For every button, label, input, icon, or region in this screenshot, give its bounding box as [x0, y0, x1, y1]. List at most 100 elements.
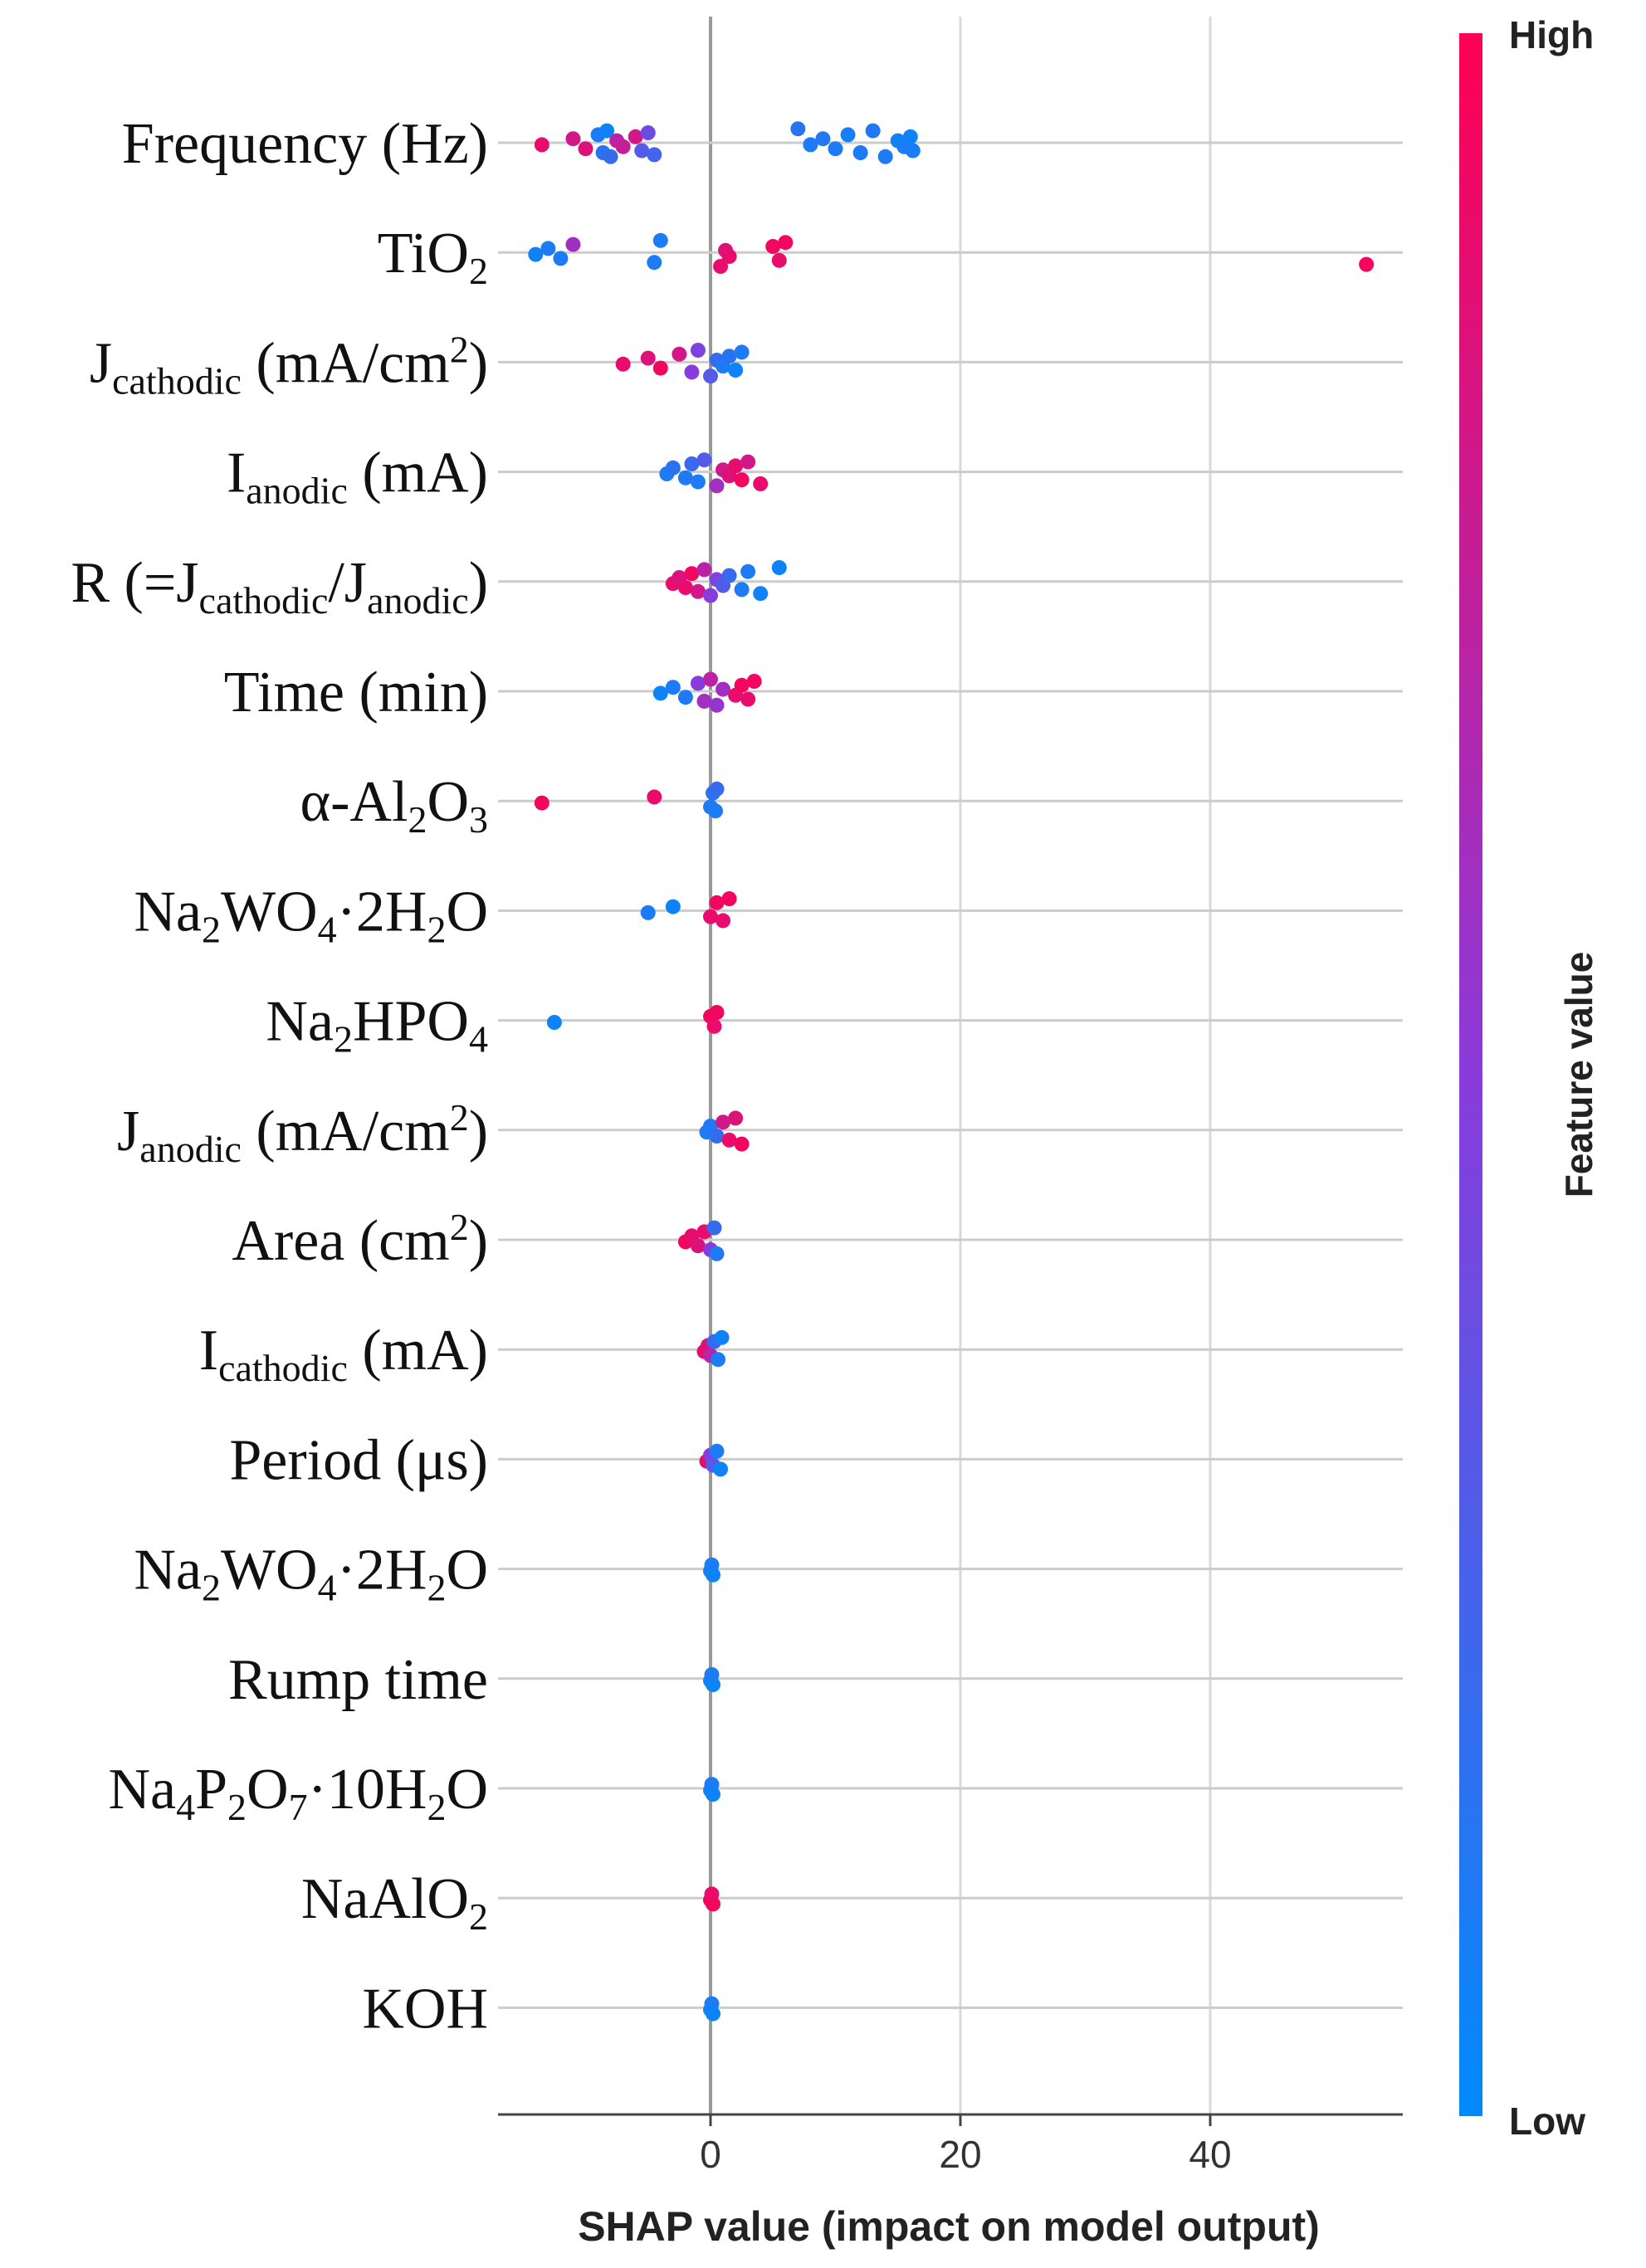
feature-label: Jcathodic (mA/cm2) — [90, 328, 488, 402]
feature-row-lines — [498, 141, 1403, 2009]
shap-point — [565, 237, 581, 252]
shap-point — [690, 1238, 706, 1254]
shap-point — [716, 1114, 731, 1130]
vertical-gridlines — [709, 17, 1212, 2114]
shap-point — [740, 563, 756, 579]
shap-point — [713, 1461, 729, 1477]
shap-point — [615, 139, 631, 154]
shap-point — [565, 131, 581, 147]
shap-point — [703, 671, 718, 687]
shap-point — [706, 1677, 721, 1692]
shap-point — [690, 583, 706, 599]
shap-point — [734, 582, 750, 597]
shap-point — [771, 252, 787, 268]
shap-point — [1359, 256, 1375, 272]
shap-point — [865, 123, 881, 139]
shap-point — [672, 346, 687, 362]
shap-point — [690, 343, 706, 358]
feature-label: Na2WO4·2H2O — [134, 880, 488, 950]
shap-point — [652, 232, 668, 248]
x-tick-label: 40 — [1189, 2133, 1231, 2176]
shap-point — [765, 239, 781, 254]
shap-point — [665, 899, 681, 915]
shap-point — [652, 360, 668, 376]
shap-point — [706, 2006, 721, 2022]
feature-label: NaAlO2 — [301, 1867, 488, 1938]
shap-point — [734, 1136, 750, 1152]
shap-point — [746, 674, 762, 689]
shap-point — [711, 1352, 726, 1368]
shap-point — [721, 349, 737, 364]
shap-point — [716, 681, 731, 697]
shap-point — [706, 1018, 722, 1034]
shap-point — [647, 147, 662, 163]
shap-point — [721, 891, 737, 906]
shap-point — [716, 913, 731, 929]
shap-point — [753, 476, 769, 491]
x-axis-title: SHAP value (impact on model output) — [578, 2203, 1320, 2250]
feature-label: Time (min) — [224, 661, 488, 724]
shap-point — [721, 568, 737, 583]
x-axis: 0 20 40 — [498, 2113, 1403, 2176]
shap-point — [877, 149, 893, 164]
feature-label: Na2WO4·2H2O — [134, 1539, 488, 1609]
shap-point — [677, 470, 693, 485]
shap-point — [628, 129, 643, 144]
shap-point — [599, 123, 615, 139]
colorbar-gradient — [1459, 33, 1482, 2116]
shap-point — [553, 251, 569, 266]
shap-point — [709, 697, 725, 713]
colorbar: High Low Feature value — [1459, 13, 1600, 2143]
shap-point — [721, 249, 737, 264]
shap-point — [740, 691, 756, 707]
shap-point — [665, 460, 681, 476]
shap-points — [528, 121, 1375, 2022]
x-tick-label: 20 — [939, 2133, 981, 2176]
shap-point — [771, 560, 787, 575]
feature-label: Janodic (mA/cm2) — [117, 1096, 488, 1170]
shap-point — [706, 1567, 721, 1583]
shap-point — [815, 131, 831, 147]
shap-point — [709, 478, 725, 494]
shap-point — [706, 1787, 721, 1802]
shap-point — [852, 145, 868, 160]
colorbar-high-label: High — [1509, 13, 1594, 56]
feature-label: KOH — [362, 1977, 488, 2041]
shap-point — [677, 580, 693, 595]
shap-point — [578, 141, 593, 157]
colorbar-title: Feature value — [1557, 952, 1600, 1198]
shap-point — [803, 137, 818, 153]
shap-point — [684, 364, 700, 380]
shap-point — [696, 562, 712, 578]
shap-point — [753, 586, 769, 602]
shap-point — [709, 781, 725, 797]
shap-point — [677, 690, 693, 705]
shap-point — [534, 795, 549, 811]
shap-point — [709, 895, 725, 910]
feature-labels: Frequency (Hz) TiO2 Jcathodic (mA/cm2) Iano… — [71, 112, 488, 2041]
feature-label: Area (cm2) — [232, 1206, 488, 1273]
feature-label: Ianodic (mA) — [227, 441, 488, 512]
feature-label: Na4P2O7·10H2O — [108, 1758, 488, 1828]
shap-point — [652, 685, 668, 701]
shap-point — [603, 149, 618, 164]
feature-label: TiO2 — [378, 222, 488, 292]
feature-label: Frequency (Hz) — [122, 112, 488, 176]
shap-point — [696, 452, 712, 468]
shap-point — [690, 676, 706, 691]
shap-point — [734, 344, 750, 360]
shap-point — [728, 1110, 744, 1126]
shap-point — [640, 905, 656, 920]
feature-label: α-Al2O3 — [300, 770, 488, 841]
shap-point — [713, 259, 729, 274]
shap-point — [546, 1015, 562, 1030]
shap-point — [709, 1129, 725, 1144]
shap-point — [640, 350, 656, 366]
shap-point — [696, 694, 712, 709]
shap-point — [728, 363, 744, 378]
shap-point — [905, 143, 921, 159]
shap-point — [709, 1005, 725, 1020]
shap-point — [709, 1443, 725, 1459]
shap-point — [840, 127, 856, 143]
